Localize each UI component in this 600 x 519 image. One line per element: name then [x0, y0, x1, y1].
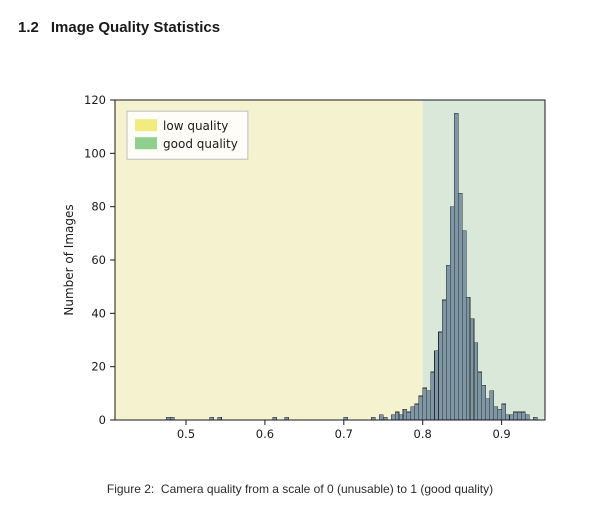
svg-text:80: 80: [91, 200, 106, 214]
svg-text:0: 0: [99, 413, 106, 427]
svg-text:20: 20: [91, 360, 106, 374]
histogram-figure: 0.5 0.6 0.7 0.8 0.9 0 20 40 60 80 100 120 Number of …: [60, 95, 550, 455]
section-title: Image Quality Statistics: [51, 19, 220, 36]
svg-text:0.8: 0.8: [414, 427, 432, 441]
svg-text:low quality: low quality: [163, 119, 228, 133]
svg-text:40: 40: [91, 306, 106, 320]
figure-caption: Figure 2: Camera quality from a scale of…: [0, 482, 600, 496]
svg-text:0.5: 0.5: [177, 427, 195, 441]
svg-text:0.6: 0.6: [256, 427, 274, 441]
histogram-svg: 0.5 0.6 0.7 0.8 0.9 0 20 40 60 80 100 120 Number of …: [60, 95, 550, 455]
svg-text:0.7: 0.7: [335, 427, 353, 441]
svg-text:120: 120: [84, 95, 106, 107]
figure-caption-prefix: Figure 2:: [107, 482, 154, 496]
svg-text:good quality: good quality: [163, 137, 238, 151]
section-number: 1.2: [18, 19, 39, 36]
section-heading: 1.2 Image Quality Statistics: [18, 20, 220, 35]
svg-text:0.9: 0.9: [492, 427, 510, 441]
svg-text:60: 60: [91, 253, 106, 267]
svg-text:Number of Images: Number of Images: [62, 204, 76, 315]
svg-text:100: 100: [84, 146, 106, 160]
figure-caption-text: Camera quality from a scale of 0 (unusab…: [161, 482, 493, 496]
